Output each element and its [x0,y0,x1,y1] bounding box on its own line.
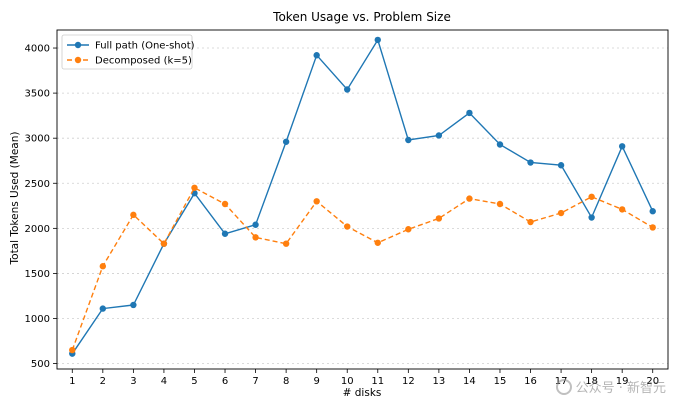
y-tick-label: 1500 [25,269,50,280]
y-tick-label: 3000 [25,134,50,145]
x-tick-label: 5 [191,376,197,387]
x-tick-label: 8 [283,376,289,387]
data-point-series-2 [588,193,595,200]
data-point-series-2 [99,263,107,270]
data-point-series-2 [69,346,76,354]
data-point-series-2 [313,198,320,205]
x-tick-label: 2 [100,376,106,387]
y-tick-label: 2500 [25,179,50,190]
x-tick-label: 4 [161,376,167,387]
legend-box [61,34,193,70]
watermark: 公众号 · 新智元 [555,377,666,396]
x-tick-label: 15 [494,376,507,387]
data-point-series-2 [252,234,259,241]
legend-label-2: Decomposed (k=5) [95,56,192,67]
data-point-series-2 [527,218,534,226]
x-tick-label: 16 [524,376,537,387]
legend-marker-2 [74,56,82,64]
data-point-series-2 [435,215,443,222]
data-point-series-2 [344,223,351,230]
data-point-series-1 [527,159,534,166]
data-point-series-1 [649,208,656,215]
data-point-series-2 [221,200,229,208]
legend-label-1: Full path (One-shot) [95,41,195,52]
data-point-series-1 [466,109,473,117]
chart-title: Token Usage vs. Problem Size [272,10,451,24]
legend-marker-1 [74,41,82,49]
data-point-series-2 [405,226,412,233]
data-point-series-1 [557,162,565,169]
x-tick-label: 18 [585,376,598,387]
data-point-series-1 [252,221,259,228]
data-point-series-2 [282,240,290,247]
series-area [69,36,656,357]
data-point-series-2 [130,211,137,219]
x-tick-label: 1 [69,376,75,387]
y-axis-title: Total Tokens Used (Mean) [9,132,21,266]
x-tick-label: 7 [252,376,258,387]
x-tick-label: 11 [371,376,384,387]
x-tick-label: 20 [646,376,659,387]
x-tick-label: 3 [130,376,136,387]
y-tick-label: 4000 [25,44,50,55]
y-tick-label: 3500 [25,89,50,100]
x-tick-label: 10 [341,376,354,387]
data-point-series-2 [466,195,473,202]
x-tick-label: 12 [402,376,415,387]
data-point-series-2 [649,224,656,231]
data-point-series-2 [191,184,198,191]
x-tick-label: 13 [433,376,446,387]
x-tick-label: 9 [313,376,319,387]
data-point-series-1 [282,138,290,145]
watermark-text: 公众号 · 新智元 [575,381,666,396]
data-point-series-2 [496,200,504,208]
data-point-series-1 [313,52,320,59]
x-tick-label: 6 [222,376,228,387]
data-point-series-1 [99,305,107,312]
y-tick-label: 2000 [25,224,50,235]
x-axis-title: # disks [343,387,382,399]
y-tick-label: 500 [31,359,50,370]
data-point-series-1 [221,230,229,237]
x-tick-label: 19 [616,376,629,387]
data-point-series-1 [618,143,626,150]
data-point-series-1 [435,132,443,139]
legend: Full path (One-shot) Decomposed (k=5) [61,34,195,70]
x-tick-label: 14 [463,376,476,387]
y-tick-label: 1000 [25,314,50,325]
data-point-series-1 [588,214,595,221]
data-point-series-1 [374,36,381,44]
data-point-series-2 [374,239,381,246]
data-point-series-1 [344,86,351,93]
wechat-icon [555,378,572,395]
grid [57,47,668,364]
plot-frame [56,29,669,370]
data-point-series-1 [405,136,412,144]
data-point-series-2 [618,206,626,213]
data-point-series-1 [496,141,504,148]
data-point-series-1 [130,301,137,309]
series-line-2 [71,186,654,351]
data-point-series-2 [557,209,565,217]
data-point-series-2 [160,240,168,247]
